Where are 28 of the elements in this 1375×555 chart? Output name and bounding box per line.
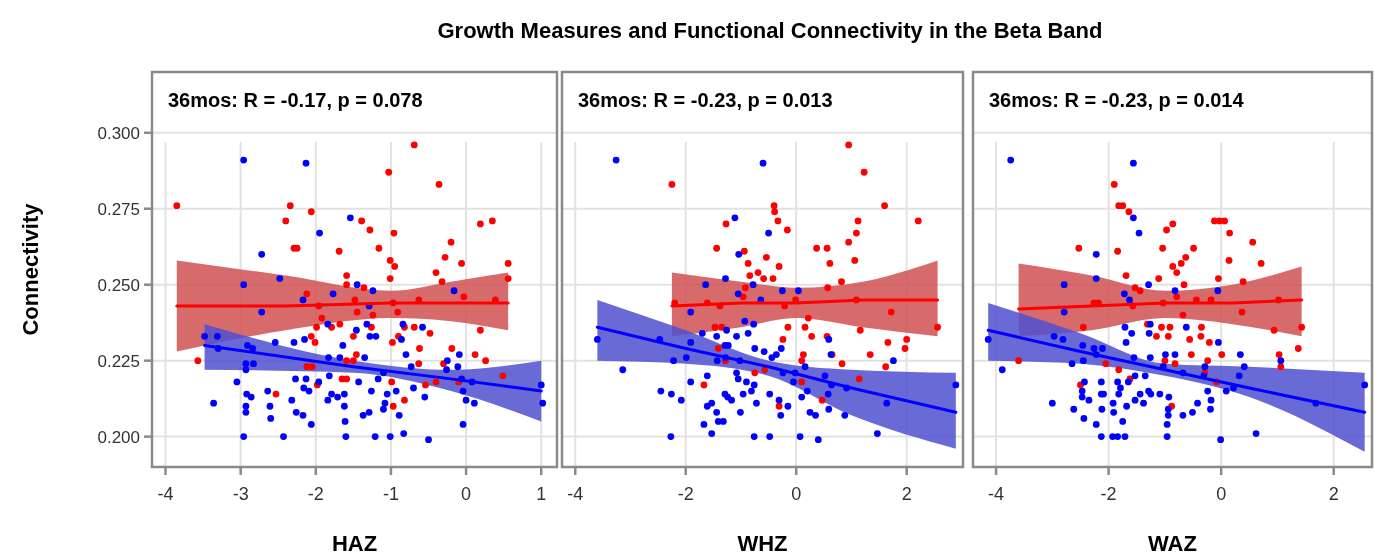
y-tick-label: 0.250	[97, 275, 140, 295]
x-tick-label: -4	[157, 484, 174, 504]
text: Growth Measures and Functional Connectivity in the Beta Band	[437, 18, 1103, 43]
x-tick-label: -4	[567, 484, 584, 504]
x-tick-label: -2	[677, 484, 694, 504]
y-tick-label: 0.225	[97, 351, 140, 371]
x-axis-title: WAZ	[1148, 531, 1197, 555]
x-tick-label: 1	[536, 484, 547, 504]
x-tick-label: -3	[232, 484, 249, 504]
x-tick-label: 0	[1216, 484, 1227, 504]
x-tick-label: 0	[461, 484, 472, 504]
x-tick-label: 2	[1328, 484, 1339, 504]
annotation: 36mos: R = -0.23, p = 0.013	[578, 89, 833, 111]
y-tick-label: 0.275	[97, 199, 140, 219]
y-tick-label: 0.200	[97, 427, 140, 447]
x-tick-label: -1	[382, 484, 399, 504]
x-tick-label: -4	[988, 484, 1005, 504]
x-tick-label: -2	[307, 484, 324, 504]
y-axis-title: Connectivity	[18, 202, 43, 336]
line-series	[203, 343, 543, 393]
y-tick-label: 0.300	[97, 123, 140, 143]
x-tick-label: -2	[1100, 484, 1117, 504]
annotation: 36mos: R = -0.17, p = 0.078	[168, 89, 423, 111]
x-tick-label: 2	[901, 484, 912, 504]
annotation: 36mos: R = -0.23, p = 0.014	[989, 89, 1245, 111]
x-axis-title: HAZ	[331, 531, 378, 555]
x-tick-label: 0	[791, 484, 802, 504]
x-axis-title: WHZ	[737, 531, 788, 555]
